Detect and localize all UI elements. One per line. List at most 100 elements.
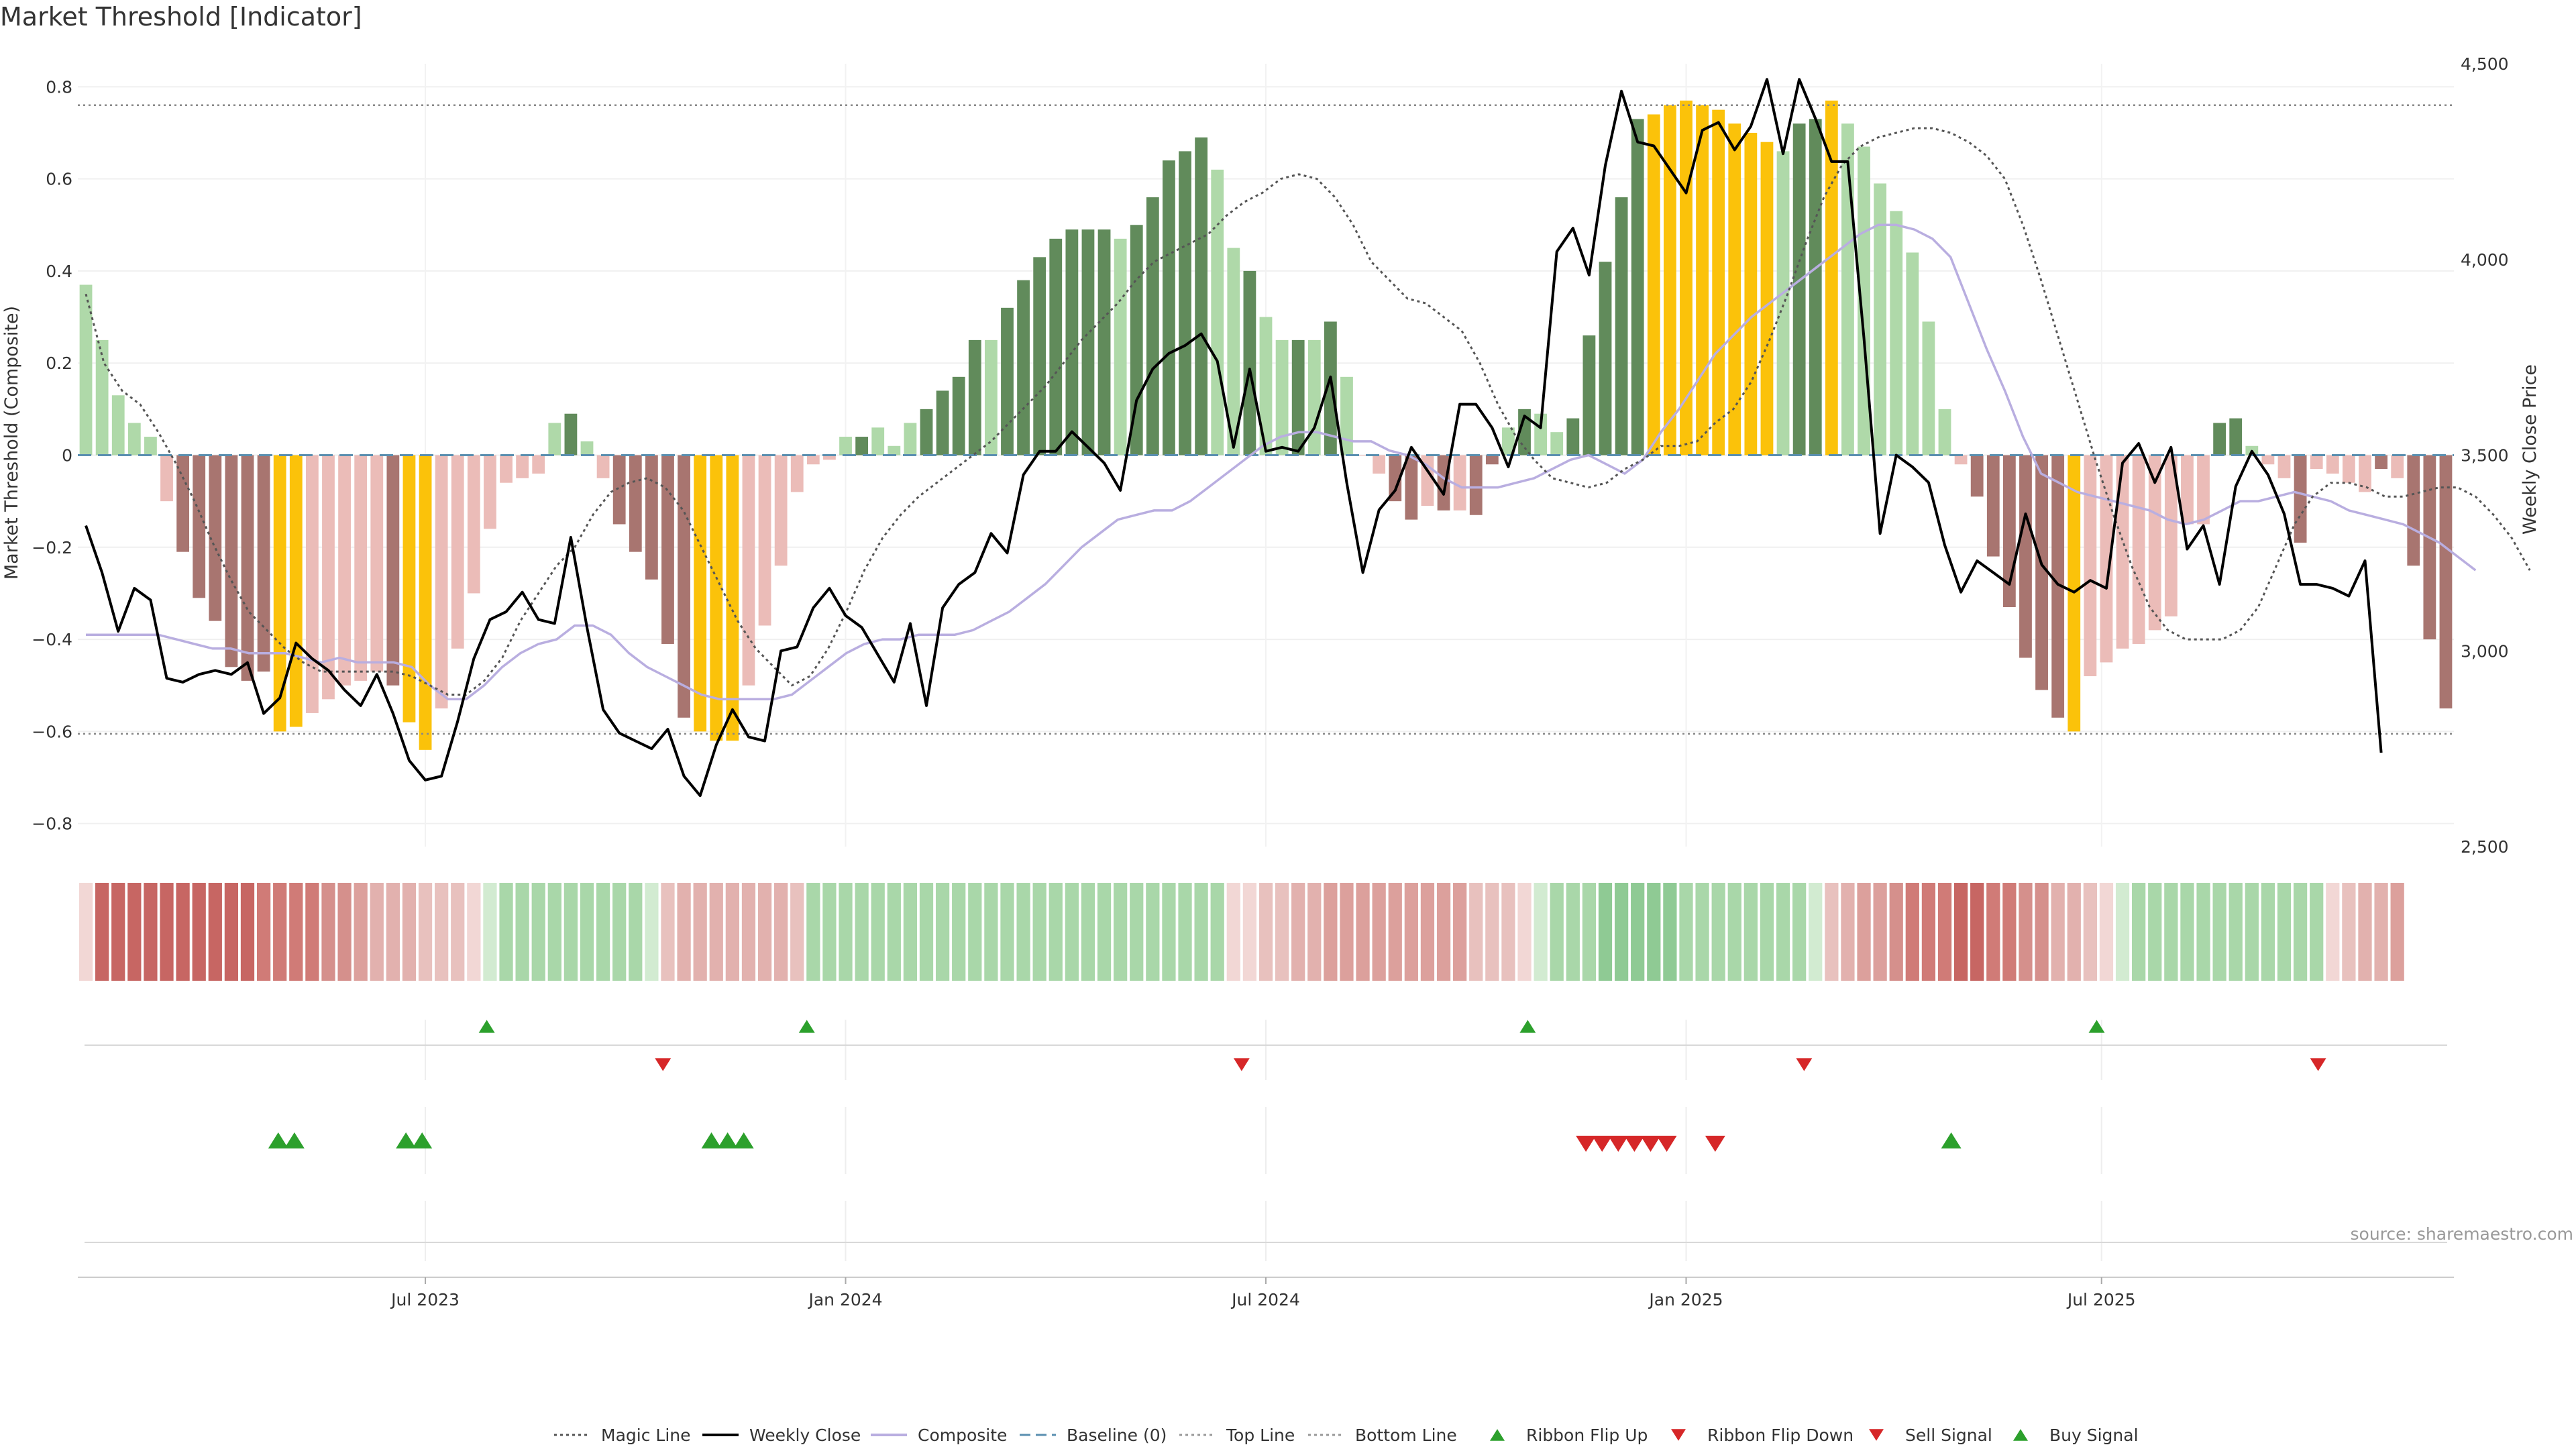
ribbon-segment bbox=[2132, 883, 2146, 981]
ribbon-segment bbox=[1291, 883, 1305, 981]
composite-bar bbox=[2326, 455, 2339, 474]
composite-bar bbox=[1227, 248, 1240, 455]
ribbon-segment bbox=[2293, 883, 2308, 981]
ribbon-segment bbox=[1307, 883, 1322, 981]
ribbon-segment bbox=[1743, 883, 1758, 981]
ribbon-segment bbox=[1114, 883, 1128, 981]
ribbon-segment bbox=[1711, 883, 1725, 981]
ribbon-segment bbox=[289, 883, 303, 981]
composite-bar bbox=[95, 339, 109, 455]
composite-bar bbox=[2213, 423, 2226, 455]
ribbon-segment bbox=[1647, 883, 1661, 981]
composite-bar bbox=[726, 455, 739, 741]
composite-bar bbox=[823, 455, 836, 460]
ribbon-segment bbox=[1517, 883, 1532, 981]
ribbon-segment bbox=[1000, 883, 1014, 981]
y-left-tick-label: −0.2 bbox=[32, 538, 72, 557]
ribbon-segment bbox=[1809, 883, 1823, 981]
ribbon-segment bbox=[984, 883, 998, 981]
composite-bar bbox=[1970, 455, 1984, 497]
composite-bar bbox=[1712, 109, 1725, 455]
ribbon-segment bbox=[1130, 883, 1144, 981]
legend-label: Top Line bbox=[1226, 1426, 1295, 1445]
ribbon-segment bbox=[160, 883, 174, 981]
composite-bar bbox=[289, 455, 303, 727]
series-lines bbox=[85, 78, 2531, 798]
composite-bar bbox=[1373, 455, 1386, 474]
composite-bar bbox=[467, 455, 480, 594]
composite-bar bbox=[127, 423, 141, 455]
composite-bar bbox=[1776, 151, 1790, 455]
ribbon-segment bbox=[645, 883, 659, 981]
y-right-tick-label: 4,500 bbox=[2461, 54, 2509, 74]
y-right-tick-label: 3,000 bbox=[2461, 641, 2509, 661]
composite-bar bbox=[1938, 409, 1951, 455]
composite-bar bbox=[904, 423, 917, 455]
y-right-tick-label: 3,500 bbox=[2461, 446, 2509, 466]
legend-label: Sell Signal bbox=[1905, 1426, 1992, 1445]
ribbon-flip-down-marker bbox=[1233, 1058, 1250, 1071]
composite-bar bbox=[484, 455, 496, 529]
ribbon-segment bbox=[1016, 883, 1030, 981]
composite-bar bbox=[2439, 455, 2453, 709]
ribbon-segment bbox=[483, 883, 497, 981]
composite-bar bbox=[2084, 455, 2097, 677]
legend-label: Ribbon Flip Up bbox=[1526, 1426, 1648, 1445]
ribbon-segment bbox=[1582, 883, 1597, 981]
ribbon-segment bbox=[919, 883, 934, 981]
ribbon-segment bbox=[1614, 883, 1629, 981]
composite-bar bbox=[419, 455, 432, 750]
ribbon-segment bbox=[1324, 883, 1338, 981]
y-axis-right-title: Weekly Close Price bbox=[2520, 364, 2540, 535]
composite-bar bbox=[1760, 142, 1774, 455]
ribbon-segment bbox=[1937, 883, 1952, 981]
buy-signal-marker bbox=[284, 1132, 305, 1148]
composite-bar bbox=[1017, 280, 1030, 455]
ribbon-segment bbox=[2164, 883, 2178, 981]
composite-bar bbox=[2423, 455, 2436, 640]
composite-bar bbox=[1114, 238, 1127, 455]
ribbon-segment bbox=[2342, 883, 2356, 981]
ribbon-segment bbox=[596, 883, 610, 981]
composite-bar bbox=[2148, 455, 2161, 631]
y-axis-left-title: Market Threshold (Composite) bbox=[1, 306, 22, 580]
composite-bar bbox=[758, 455, 771, 626]
composite-bar bbox=[1081, 229, 1095, 455]
ribbon-segment bbox=[1340, 883, 1354, 981]
composite-bar bbox=[354, 455, 368, 681]
ribbon-flip-down-marker bbox=[2310, 1058, 2326, 1071]
ribbon-flip-up-marker bbox=[2088, 1020, 2105, 1033]
ribbon-segment bbox=[1679, 883, 1693, 981]
composite-bar bbox=[888, 445, 901, 455]
ribbon-segment bbox=[386, 883, 400, 981]
composite-bar bbox=[111, 395, 125, 455]
composite-bar bbox=[855, 437, 869, 455]
composite-bar bbox=[2294, 455, 2307, 543]
composite-bar bbox=[1130, 225, 1143, 455]
ribbon-segment bbox=[2229, 883, 2243, 981]
legend-item: Magic Line bbox=[554, 1426, 691, 1445]
ribbon-segment bbox=[467, 883, 481, 981]
composite-bar bbox=[1680, 100, 1693, 455]
composite-bar bbox=[1986, 455, 2000, 557]
composite-bar bbox=[1453, 455, 1466, 511]
composite-bar bbox=[2277, 455, 2291, 478]
composite-bar bbox=[1485, 455, 1499, 465]
composite-bar bbox=[2261, 455, 2275, 465]
composite-bar bbox=[1049, 238, 1063, 455]
grid-layer bbox=[78, 64, 2454, 1261]
ribbon-segment bbox=[1275, 883, 1289, 981]
y-left-tick-label: 0.6 bbox=[46, 170, 72, 189]
ribbon-segment bbox=[1953, 883, 1968, 981]
composite-bar bbox=[920, 409, 933, 455]
composite-bar bbox=[1405, 455, 1418, 520]
ribbon-segment bbox=[78, 883, 93, 981]
composite-bar bbox=[1631, 119, 1644, 455]
composite-bar bbox=[2035, 455, 2048, 690]
composite-bar bbox=[612, 455, 626, 525]
ribbon-segment bbox=[2148, 883, 2162, 981]
composite-bar bbox=[1065, 229, 1079, 455]
y-left-tick-label: 0.2 bbox=[46, 354, 72, 373]
ribbon-segment bbox=[774, 883, 788, 981]
